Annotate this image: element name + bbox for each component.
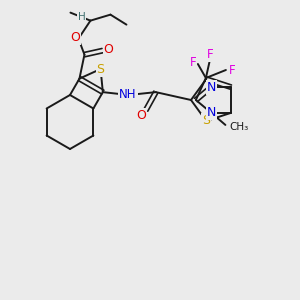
Text: N: N: [207, 81, 216, 94]
Text: O: O: [136, 109, 146, 122]
Text: CH₃: CH₃: [230, 122, 249, 132]
Text: H: H: [78, 12, 85, 22]
Text: NH: NH: [119, 88, 136, 100]
Text: S: S: [97, 62, 105, 76]
Text: F: F: [190, 56, 196, 68]
Text: N: N: [207, 106, 216, 119]
Text: S: S: [202, 114, 210, 128]
Text: F: F: [229, 64, 235, 76]
Text: O: O: [70, 31, 80, 44]
Text: F: F: [207, 49, 213, 62]
Text: O: O: [103, 43, 113, 56]
